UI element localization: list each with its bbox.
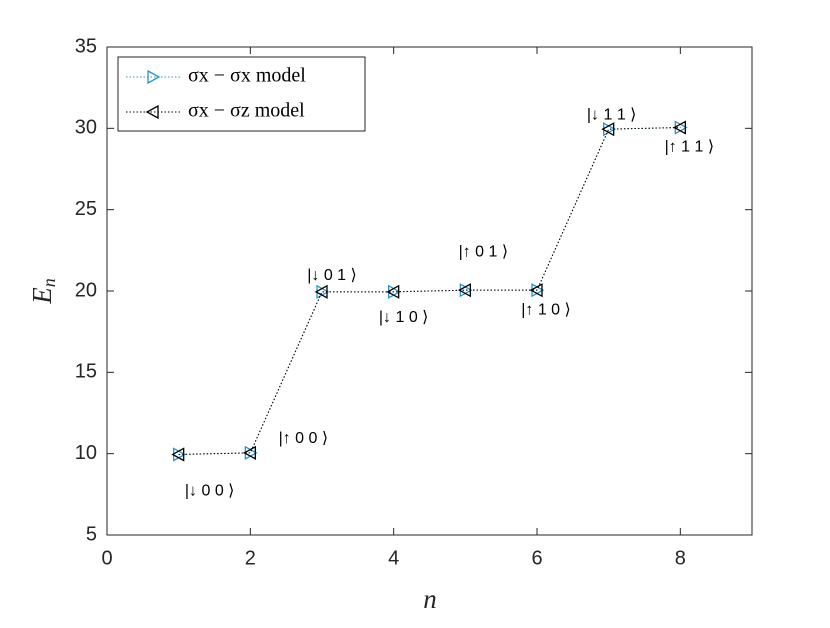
- x-tick-label: 8: [675, 547, 686, 569]
- marker: [672, 120, 686, 135]
- point-label: |↑ 1 0 ⟩: [521, 301, 571, 318]
- x-tick-label: 0: [101, 547, 112, 569]
- marker: [242, 445, 256, 460]
- series-line: [178, 127, 681, 455]
- x-axis-label: n: [423, 584, 437, 614]
- legend: σx − σx model σx − σz model: [117, 56, 366, 132]
- y-tick-label: 35: [75, 35, 97, 57]
- marker: [457, 283, 471, 298]
- point-label: |↓ 1 1 ⟩: [587, 106, 637, 123]
- y-axis-label: En: [27, 278, 59, 305]
- y-tick-label: 5: [86, 523, 97, 545]
- point-label: |↓ 0 1 ⟩: [307, 267, 357, 284]
- marker: [314, 284, 328, 299]
- x-tick-label: 6: [531, 547, 542, 569]
- point-label: |↓ 1 0 ⟩: [379, 309, 429, 326]
- point-label: |↑ 0 0 ⟩: [279, 430, 329, 447]
- legend-label: σx − σz model: [188, 100, 305, 122]
- marker: [601, 122, 615, 137]
- legend-box: [117, 56, 366, 132]
- x-tick-label: 4: [388, 547, 399, 569]
- point-label: |↑ 1 1 ⟩: [665, 139, 715, 156]
- x-tick-label: 2: [245, 547, 256, 569]
- y-tick-label: 25: [75, 198, 97, 220]
- point-label: |↑ 0 1 ⟩: [459, 243, 509, 260]
- point-label: |↓ 0 0 ⟩: [185, 483, 235, 500]
- marker: [171, 447, 185, 462]
- marker: [529, 283, 543, 298]
- y-tick-label: 30: [75, 117, 97, 139]
- y-tick-label: 15: [75, 361, 97, 383]
- marker: [386, 284, 400, 299]
- legend-marker: [145, 104, 159, 120]
- legend-marker: [147, 69, 161, 85]
- y-tick-label: 10: [75, 442, 97, 464]
- legend-label: σx − σx model: [188, 65, 306, 87]
- y-tick-label: 20: [75, 279, 97, 301]
